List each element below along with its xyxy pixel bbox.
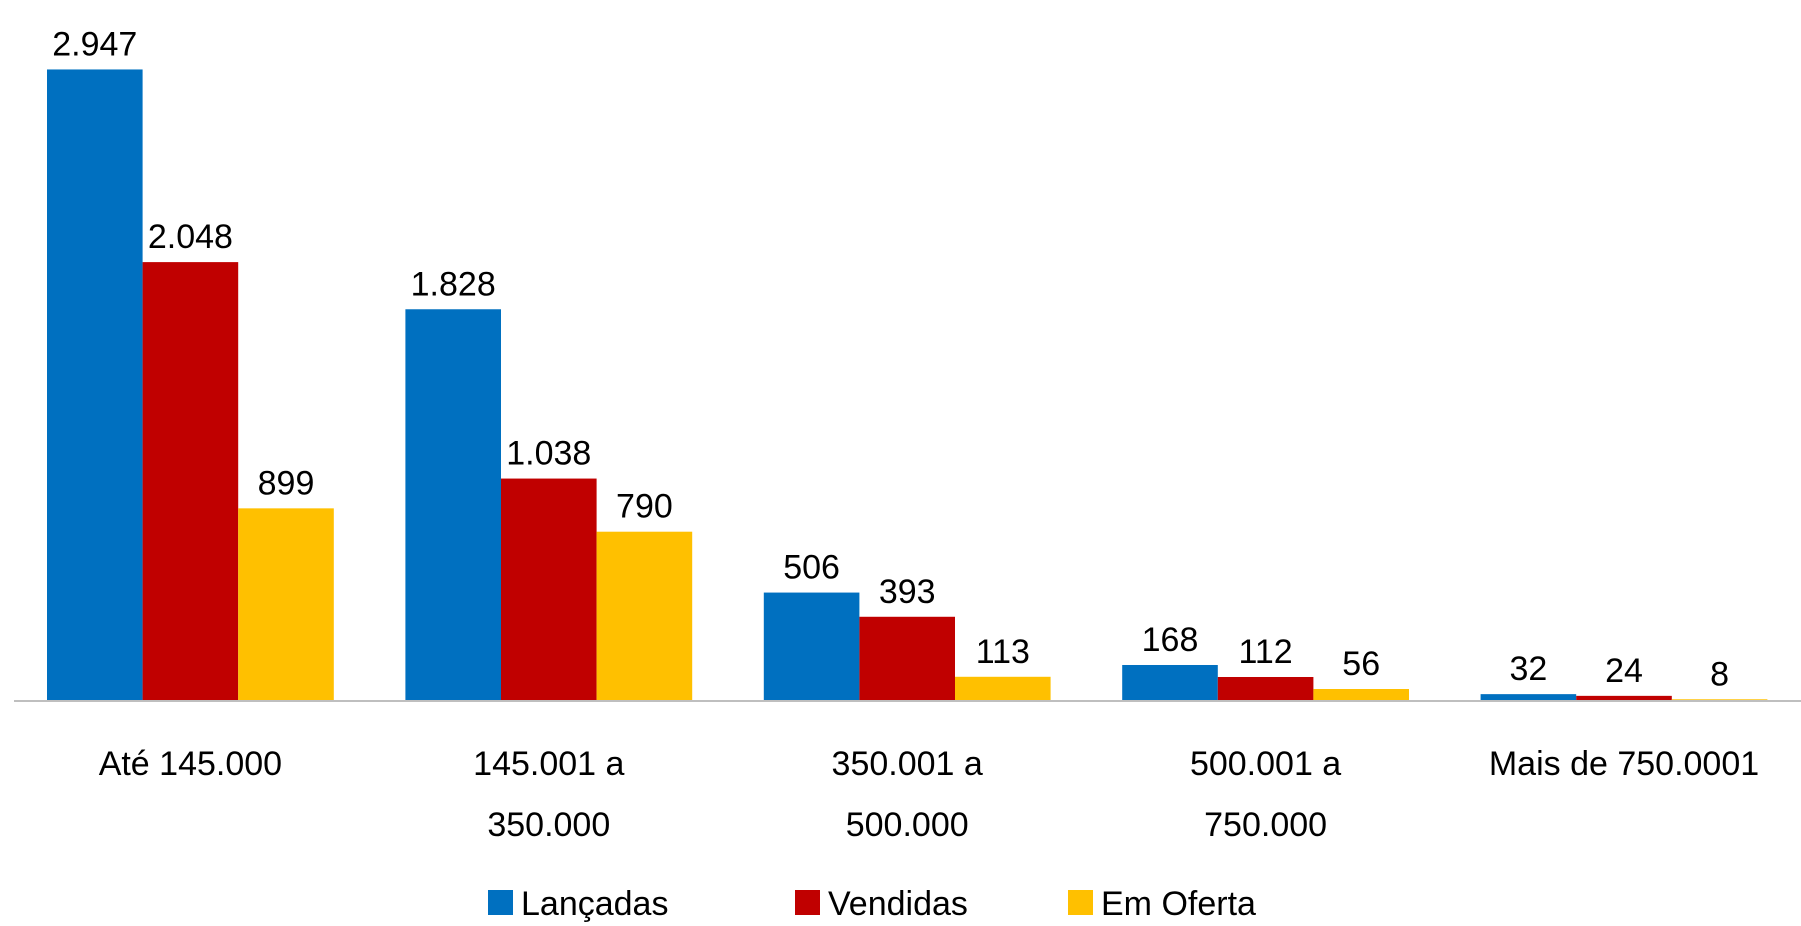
data-label: 2.947 [52,25,137,63]
data-label: 1.828 [411,265,496,303]
bar [1576,695,1672,701]
x-tick-label: 145.001 a 350.000 [473,745,625,844]
data-label: 8 [1710,655,1729,693]
legend-swatch [488,890,513,915]
bar [1122,664,1218,701]
bar [763,592,860,701]
x-tick-label: Mais de 750.0001 [1488,745,1760,783]
bar [1480,694,1577,701]
bar [501,478,597,701]
bar [1313,688,1409,701]
data-label: 24 [1605,652,1643,690]
data-label: 168 [1142,621,1199,659]
data-label: 790 [616,488,673,526]
bar [1217,676,1314,701]
legend-swatch [1068,890,1093,915]
bar [405,309,501,701]
bar [859,616,955,701]
bar [596,531,693,701]
x-tick-label: 500.001 a 750.000 [1189,745,1342,844]
data-label: 1.038 [506,435,591,473]
x-tick-label: 350.001 a 500.000 [831,745,983,844]
data-label: 393 [879,573,936,611]
bar [238,508,334,701]
legend-label: Vendidas [828,885,968,923]
data-label: 112 [1238,633,1292,671]
data-label: 506 [783,549,840,587]
data-label: 32 [1509,650,1547,688]
data-label: 899 [258,464,315,502]
bar [142,262,239,701]
data-label: 56 [1342,645,1380,683]
legend-label: Em Oferta [1101,885,1256,923]
data-label: 2.048 [148,218,233,256]
x-tick-label: Até 145.000 [98,745,283,783]
bar [47,69,143,702]
bar [955,676,1051,701]
legend-label: Lançadas [521,885,668,923]
data-label: 113 [976,633,1030,671]
legend-swatch [795,890,820,915]
